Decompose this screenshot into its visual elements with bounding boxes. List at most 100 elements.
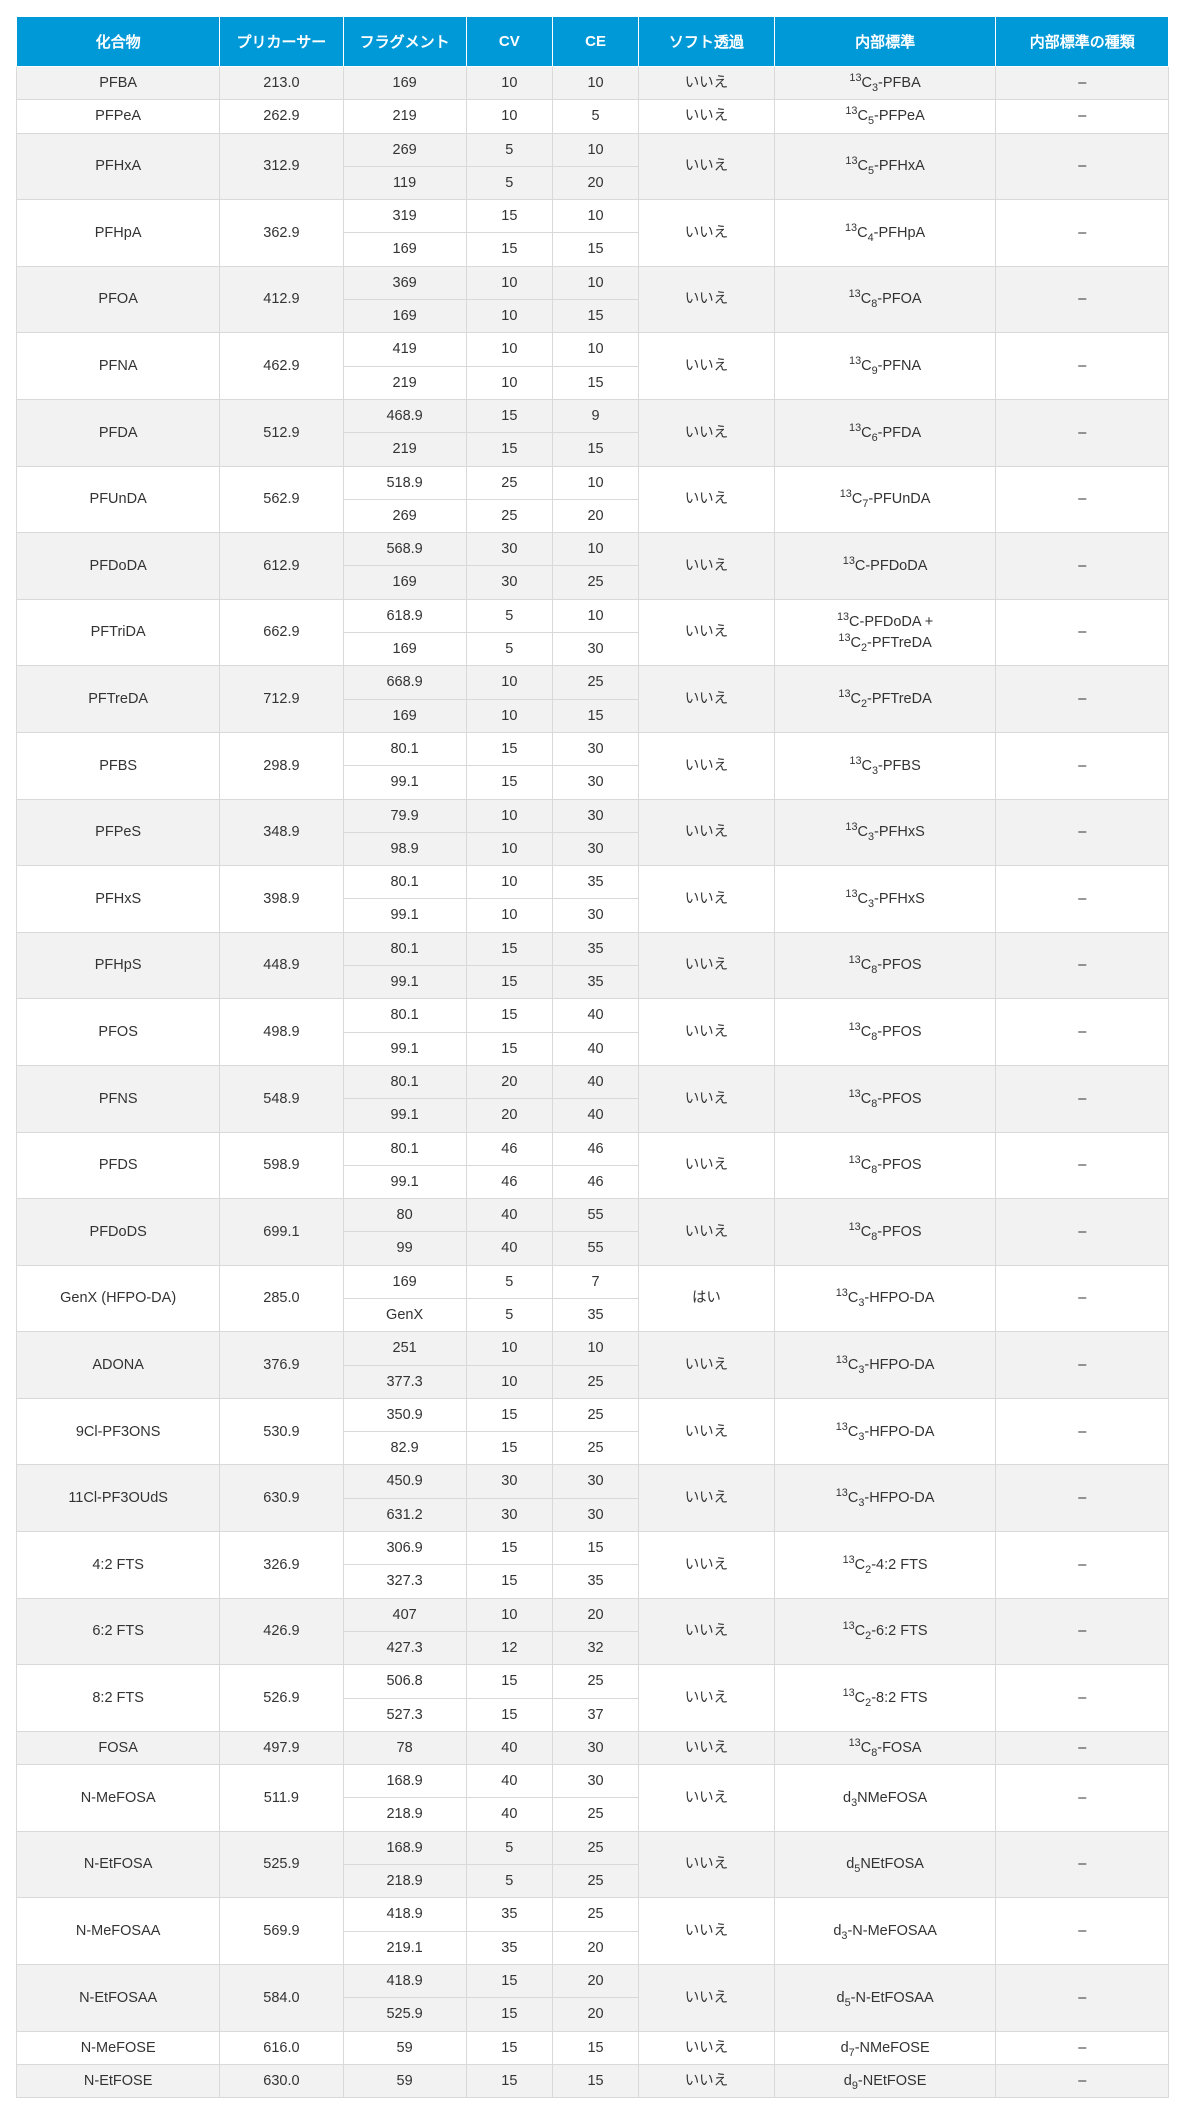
cell-soft: いいえ [639,1665,775,1732]
cell-compound: PFBS [17,732,220,799]
cell-precursor: 525.9 [220,1831,343,1898]
cell-ce: 20 [552,1598,638,1631]
cell-cv: 35 [466,1931,552,1964]
cell-istd-type: – [996,1898,1169,1965]
table-row: PFDoDS699.1804055いいえ13C8-PFOS– [17,1199,1169,1232]
cell-cv: 15 [466,1032,552,1065]
cell-soft: いいえ [639,1199,775,1266]
cell-fragment: 169 [343,300,466,333]
cell-ce: 20 [552,1998,638,2031]
cell-precursor: 497.9 [220,1731,343,1764]
cell-ce: 30 [552,1498,638,1531]
cell-precursor: 548.9 [220,1065,343,1132]
cell-compound: PFTreDA [17,666,220,733]
cell-cv: 10 [466,366,552,399]
cell-istd-type: – [996,1398,1169,1465]
cell-precursor: 699.1 [220,1199,343,1266]
cell-istd: 13C8-PFOS [774,932,996,999]
cell-fragment: 169 [343,67,466,100]
table-row: N-EtFOSE630.0591515いいえd9-NEtFOSE– [17,2064,1169,2097]
cell-cv: 30 [466,1498,552,1531]
cell-ce: 25 [552,1798,638,1831]
cell-ce: 10 [552,133,638,166]
cell-fragment: 450.9 [343,1465,466,1498]
cell-istd-type: – [996,1199,1169,1266]
cell-istd-type: – [996,1964,1169,2031]
cell-istd-type: – [996,466,1169,533]
cell-ce: 30 [552,1465,638,1498]
cell-cv: 40 [466,1798,552,1831]
cell-istd: 13C8-PFOS [774,999,996,1066]
table-row: PFTreDA712.9668.91025いいえ13C2-PFTreDA– [17,666,1169,699]
cell-istd-type: – [996,399,1169,466]
cell-ce: 20 [552,1964,638,1997]
cell-istd-type: – [996,100,1169,133]
cell-istd-type: – [996,1332,1169,1399]
cell-cv: 25 [466,466,552,499]
table-row: 4:2 FTS326.9306.91515いいえ13C2-4:2 FTS– [17,1532,1169,1565]
table-row: PFTriDA662.9618.9510いいえ13C-PFDoDA +13C2-… [17,599,1169,632]
cell-fragment: 518.9 [343,466,466,499]
table-row: PFHpS448.980.11535いいえ13C8-PFOS– [17,932,1169,965]
cell-istd-type: – [996,1132,1169,1199]
cell-fragment: 99.1 [343,1032,466,1065]
cell-istd: d5NEtFOSA [774,1831,996,1898]
cell-ce: 25 [552,1898,638,1931]
cell-precursor: 584.0 [220,1964,343,2031]
table-body: PFBA213.01691010いいえ13C3-PFBA–PFPeA262.92… [17,67,1169,2098]
cell-compound: GenX (HFPO-DA) [17,1265,220,1332]
col-precursor: プリカーサー [220,17,343,67]
cell-cv: 5 [466,1298,552,1331]
cell-fragment: 419 [343,333,466,366]
cell-cv: 5 [466,1265,552,1298]
cell-cv: 10 [466,300,552,333]
cell-ce: 15 [552,300,638,333]
cell-ce: 30 [552,766,638,799]
cell-ce: 25 [552,1365,638,1398]
cell-ce: 37 [552,1698,638,1731]
cell-fragment: 169 [343,1265,466,1298]
cell-fragment: 618.9 [343,599,466,632]
cell-precursor: 326.9 [220,1532,343,1599]
cell-cv: 15 [466,966,552,999]
cell-ce: 10 [552,333,638,366]
cell-cv: 35 [466,1898,552,1931]
cell-precursor: 712.9 [220,666,343,733]
cell-cv: 15 [466,2064,552,2097]
cell-istd-type: – [996,200,1169,267]
cell-cv: 10 [466,699,552,732]
cell-ce: 55 [552,1199,638,1232]
cell-compound: PFHpS [17,932,220,999]
cell-ce: 40 [552,1065,638,1098]
cell-ce: 10 [552,266,638,299]
cell-precursor: 348.9 [220,799,343,866]
cell-precursor: 630.9 [220,1465,343,1532]
cell-cv: 10 [466,832,552,865]
table-row: PFOA412.93691010いいえ13C8-PFOA– [17,266,1169,299]
cell-istd: d3NMeFOSA [774,1765,996,1832]
cell-fragment: 99.1 [343,1165,466,1198]
cell-compound: FOSA [17,1731,220,1764]
cell-istd: 13C8-PFOA [774,266,996,333]
cell-ce: 40 [552,1099,638,1132]
cell-cv: 15 [466,932,552,965]
cell-ce: 55 [552,1232,638,1265]
cell-ce: 15 [552,2064,638,2097]
cell-ce: 15 [552,433,638,466]
cell-istd-type: – [996,1665,1169,1732]
cell-ce: 30 [552,899,638,932]
cell-istd: 13C4-PFHpA [774,200,996,267]
cell-istd: d5-N-EtFOSAA [774,1964,996,2031]
cell-istd-type: – [996,133,1169,200]
cell-fragment: 327.3 [343,1565,466,1598]
cell-cv: 46 [466,1165,552,1198]
cell-cv: 10 [466,100,552,133]
cell-soft: いいえ [639,1465,775,1532]
cell-soft: いいえ [639,1332,775,1399]
cell-istd-type: – [996,1731,1169,1764]
cell-soft: いいえ [639,799,775,866]
cell-ce: 35 [552,966,638,999]
cell-precursor: 612.9 [220,533,343,600]
cell-precursor: 362.9 [220,200,343,267]
cell-cv: 20 [466,1065,552,1098]
